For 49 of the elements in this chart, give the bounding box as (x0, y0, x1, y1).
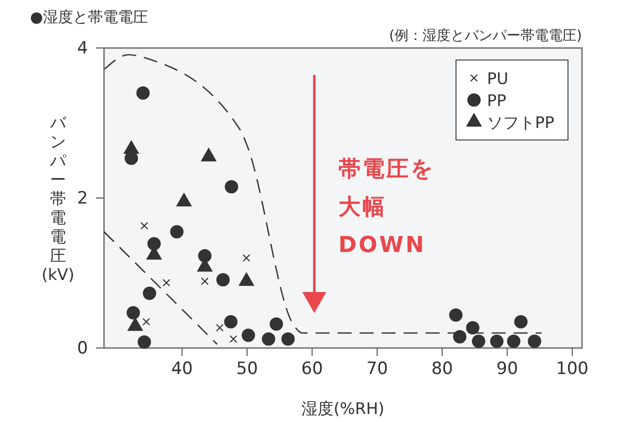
point (216, 273, 230, 286)
point (142, 286, 156, 300)
point (138, 335, 151, 349)
text: バンパー帯電電圧(kV) (42, 113, 74, 284)
point (466, 321, 480, 334)
chart-subtitle: (例：湿度とバンパー帯電電圧) (389, 28, 582, 44)
x-tick-label: 60 (301, 358, 323, 379)
annotation: 大幅 (338, 195, 386, 220)
legend-label: PU (487, 69, 508, 88)
point (230, 335, 238, 343)
x-tick-label: 50 (236, 358, 258, 379)
y-tick-label: 0 (77, 338, 88, 358)
point (449, 308, 463, 322)
legend-label: ソフトPP (487, 113, 555, 132)
x-axis-title: 湿度(%RH) (302, 399, 384, 418)
x-tick-label: 100 (556, 358, 588, 379)
point (224, 315, 238, 328)
annotation: 帯電圧を (338, 157, 436, 182)
y-tick-label: 4 (77, 38, 88, 58)
x-tick-label: 90 (496, 358, 518, 379)
chart-title: ●湿度と帯電電圧 (30, 8, 148, 26)
x-tick-label: 80 (431, 358, 453, 379)
point (147, 237, 161, 250)
point (170, 225, 184, 238)
point (142, 318, 150, 326)
point (162, 278, 170, 287)
point (200, 277, 209, 286)
point (140, 222, 148, 230)
point (198, 249, 212, 262)
point (528, 334, 542, 348)
point (262, 332, 276, 346)
legend-label: PP (487, 91, 507, 110)
point (126, 306, 140, 320)
x-tick-label: 70 (366, 358, 388, 379)
point (136, 86, 150, 100)
point (472, 334, 486, 348)
point (281, 332, 295, 346)
point (490, 334, 504, 348)
annotation: DOWN (338, 233, 426, 258)
point (224, 180, 238, 194)
point (514, 315, 528, 328)
point (507, 334, 520, 348)
point (270, 317, 284, 331)
point (453, 330, 466, 344)
point (216, 324, 224, 332)
y-tick-label: 2 (77, 188, 88, 208)
point (242, 254, 250, 262)
point (242, 328, 256, 342)
x-tick-label: 40 (171, 358, 193, 379)
